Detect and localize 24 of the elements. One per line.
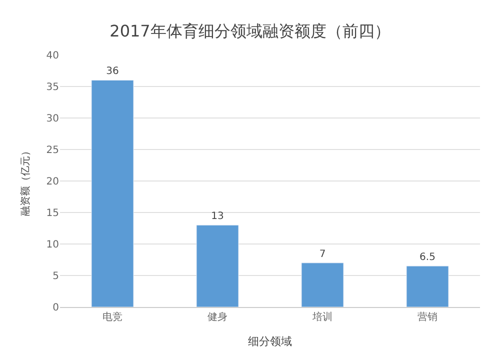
- data-label: 7: [319, 248, 326, 260]
- y-tick-label: 30: [46, 114, 59, 124]
- x-axis-title: 细分领域: [248, 335, 292, 348]
- data-label: 6.5: [420, 252, 436, 264]
- x-tick-label: 电竞: [102, 311, 122, 323]
- bar: [301, 262, 344, 307]
- y-tick-label: 5: [52, 271, 59, 282]
- chart-title: 2017年体育细分领域融资额度（前四）: [110, 22, 390, 41]
- y-tick-label: 15: [46, 208, 59, 219]
- bar: [196, 224, 239, 307]
- y-axis-title: 融资额（亿元）: [19, 146, 32, 216]
- y-tick-label: 25: [46, 145, 59, 156]
- y-tick-label: 20: [46, 176, 59, 188]
- y-tick-label: 40: [46, 50, 59, 62]
- x-tick-label: 培训: [312, 311, 332, 323]
- y-tick-label: 35: [46, 82, 59, 93]
- y-tick-label: 0: [52, 302, 59, 314]
- x-tick-label: 健身: [208, 311, 228, 323]
- bar: [91, 80, 134, 307]
- data-label: 36: [106, 66, 119, 78]
- data-label: 13: [211, 211, 224, 222]
- x-tick-label: 营销: [418, 311, 438, 323]
- bar: [406, 266, 449, 307]
- y-tick-label: 10: [46, 240, 59, 250]
